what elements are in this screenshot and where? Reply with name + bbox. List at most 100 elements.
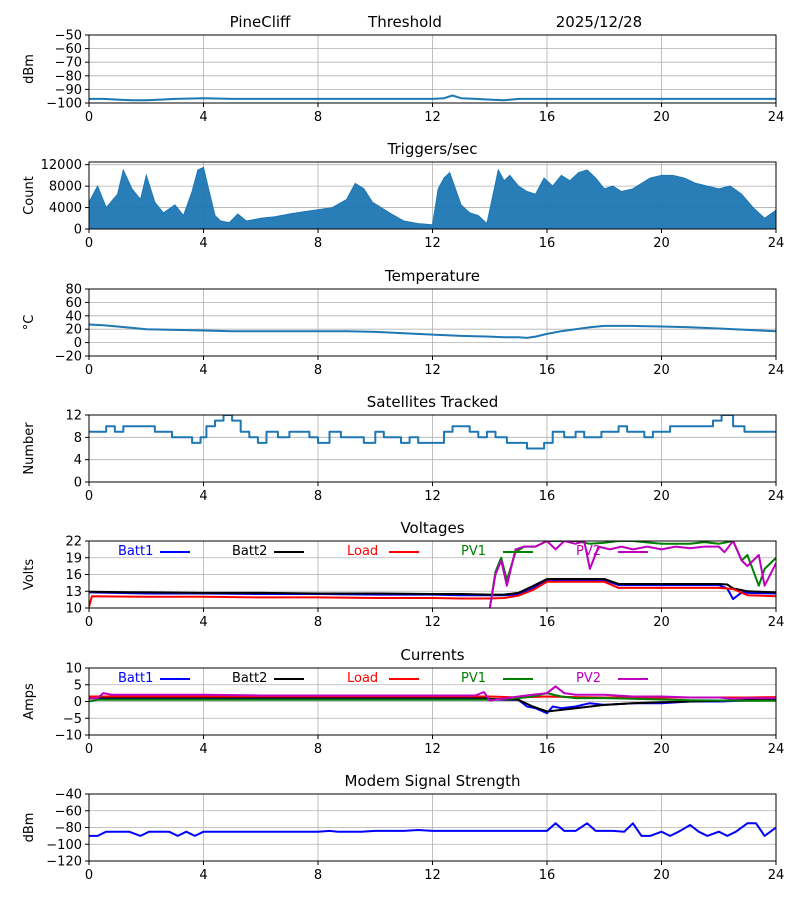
y-tick-label: 12 xyxy=(65,409,82,424)
chart-triggers: 0 4 8 12 16 20 24 0 4000 8000 12000 Triggers/sec Cou… xyxy=(22,140,784,251)
y-tick-label: 22 xyxy=(65,535,82,550)
legend-label-Batt2: Batt2 xyxy=(232,544,267,559)
x-tick-label: 12 xyxy=(424,489,441,504)
y-tick-label: 5 xyxy=(74,678,82,693)
x-tick-label: 16 xyxy=(539,742,556,757)
x-tick-label: 0 xyxy=(85,363,93,378)
x-tick-label: 0 xyxy=(85,868,93,883)
legend-label-PV2: PV2 xyxy=(576,544,601,559)
x-tick-label: 24 xyxy=(768,489,785,504)
x-tick-label: 12 xyxy=(424,742,441,757)
chart-title: Temperature xyxy=(384,267,480,285)
series-PV2-line xyxy=(89,685,776,702)
x-tick-label: 4 xyxy=(199,363,207,378)
legend-label-Load: Load xyxy=(347,671,378,686)
y-tick-label: −60 xyxy=(55,42,82,57)
x-tick-label: 4 xyxy=(199,742,207,757)
x-tick-label: 4 xyxy=(199,110,207,125)
y-axis-label: Count xyxy=(22,176,37,215)
trigger-mode: Threshold xyxy=(367,13,442,31)
x-tick-label: 24 xyxy=(768,868,785,883)
y-axis-label: dBm xyxy=(22,813,37,843)
x-tick-label: 4 xyxy=(199,489,207,504)
legend-label-PV1: PV1 xyxy=(461,544,486,559)
y-tick-label: 16 xyxy=(65,568,82,583)
y-tick-label: 13 xyxy=(65,585,82,600)
report-date: 2025/12/28 xyxy=(556,13,642,31)
plot-area xyxy=(89,94,776,102)
x-tick-label: 8 xyxy=(314,615,322,630)
plot-area xyxy=(89,822,776,837)
x-tick-label: 24 xyxy=(768,110,785,125)
x-tick-label: 12 xyxy=(424,868,441,883)
chart-satellites: 0 4 8 12 16 20 24 0 4 8 12 Satellites Tracked Number xyxy=(22,393,784,504)
y-tick-label: 80 xyxy=(65,283,82,298)
x-tick-label: 20 xyxy=(653,110,670,125)
x-tick-label: 12 xyxy=(424,363,441,378)
x-tick-label: 0 xyxy=(85,742,93,757)
y-tick-label: −80 xyxy=(55,69,82,84)
x-tick-label: 4 xyxy=(199,868,207,883)
plot-area xyxy=(89,685,776,715)
x-tick-label: 8 xyxy=(314,363,322,378)
y-tick-label: −100 xyxy=(46,838,82,853)
chart-signal: 0 4 8 12 16 20 24 −100−90−80−70−60−50 dBm xyxy=(22,29,784,126)
x-tick-label: 20 xyxy=(653,615,670,630)
y-tick-label: 8 xyxy=(74,431,82,446)
y-tick-label: −20 xyxy=(55,350,82,365)
x-tick-label: 8 xyxy=(314,236,322,251)
series-PV2-line xyxy=(488,541,776,608)
legend-label-PV2: PV2 xyxy=(576,671,601,686)
y-tick-label: 0 xyxy=(74,336,82,351)
series-main-line xyxy=(89,323,776,339)
x-tick-label: 16 xyxy=(539,868,556,883)
y-axis-label: °C xyxy=(22,315,37,331)
x-tick-label: 24 xyxy=(768,742,785,757)
x-tick-label: 12 xyxy=(424,236,441,251)
chart-title: Modem Signal Strength xyxy=(345,772,521,790)
x-tick-label: 8 xyxy=(314,110,322,125)
y-tick-label: −5 xyxy=(63,712,82,727)
chart-modem: 0 4 8 12 16 20 24 −120 −100 −80 −60−40 Modem Signal… xyxy=(22,772,784,883)
y-tick-label: −40 xyxy=(55,788,82,803)
y-tick-label: −70 xyxy=(55,56,82,71)
chart-title: Triggers/sec xyxy=(387,140,478,158)
series-Batt2-line xyxy=(89,578,776,596)
x-tick-label: 20 xyxy=(653,489,670,504)
series-Load-line xyxy=(89,580,776,608)
station-name: PineCliff xyxy=(230,13,291,31)
y-axis-label: Amps xyxy=(22,683,37,720)
y-axis-label: dBm xyxy=(22,54,37,84)
series-PV1-line xyxy=(89,692,776,703)
y-tick-label: 12000 xyxy=(41,158,82,173)
x-tick-label: 16 xyxy=(539,615,556,630)
x-tick-label: 8 xyxy=(314,742,322,757)
x-tick-label: 4 xyxy=(199,615,207,630)
y-tick-label: −120 xyxy=(46,855,82,870)
x-tick-label: 0 xyxy=(85,615,93,630)
series-main-line xyxy=(89,415,776,450)
x-tick-label: 8 xyxy=(314,489,322,504)
y-tick-label: −80 xyxy=(55,821,82,836)
y-tick-label: −10 xyxy=(55,729,82,744)
x-tick-label: 0 xyxy=(85,110,93,125)
y-tick-label: −60 xyxy=(55,804,82,819)
x-tick-label: 24 xyxy=(768,363,785,378)
y-tick-label: 20 xyxy=(65,323,82,338)
x-tick-label: 16 xyxy=(539,236,556,251)
plot-area xyxy=(89,415,776,450)
y-tick-label: 0 xyxy=(74,695,82,710)
x-tick-label: 4 xyxy=(199,236,207,251)
y-tick-label: 4000 xyxy=(49,201,82,216)
y-tick-label: 4 xyxy=(74,453,82,468)
plot-area xyxy=(89,323,776,339)
y-tick-label: 40 xyxy=(65,309,82,324)
x-tick-label: 20 xyxy=(653,236,670,251)
series-main-area xyxy=(89,166,776,229)
y-tick-label: 60 xyxy=(65,296,82,311)
y-axis-label: Number xyxy=(22,422,37,475)
x-tick-label: 20 xyxy=(653,742,670,757)
